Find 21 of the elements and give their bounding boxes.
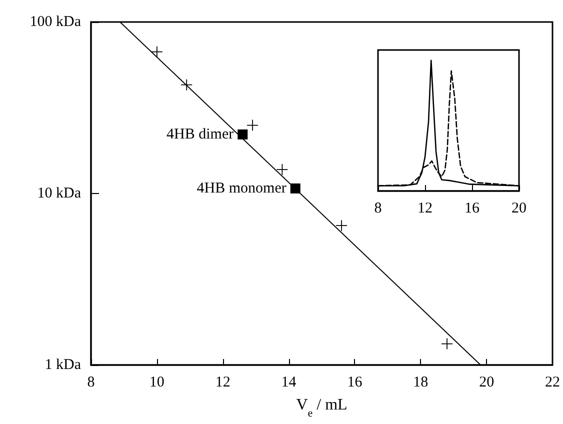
- point: [238, 129, 248, 140]
- x-tick-label: 8: [374, 200, 382, 216]
- annotation: 4HB dimer: [166, 126, 234, 142]
- point: [181, 79, 192, 90]
- y-tick-label: 100 kDa: [30, 14, 82, 30]
- x-tick-label: 12: [215, 374, 230, 390]
- point: [151, 46, 162, 58]
- annotation: 4HB monomer: [196, 180, 286, 196]
- x-tick-label: 10: [149, 374, 164, 390]
- x-tick-label: 22: [545, 374, 560, 390]
- point: [336, 220, 348, 232]
- x-tick-label: 20: [479, 374, 494, 390]
- x-tick-label: 12: [418, 200, 432, 216]
- y-tick-label: 10 kDa: [37, 186, 82, 202]
- x-tick-label: 16: [464, 200, 480, 216]
- x-tick-label: 18: [413, 374, 428, 390]
- x-tick-label: 16: [347, 374, 363, 390]
- x-tick-label: 20: [512, 200, 526, 216]
- x-tick-label: 14: [281, 374, 297, 390]
- x-tick-label: 8: [87, 374, 95, 390]
- y-tick-label: 1 kDa: [44, 357, 82, 373]
